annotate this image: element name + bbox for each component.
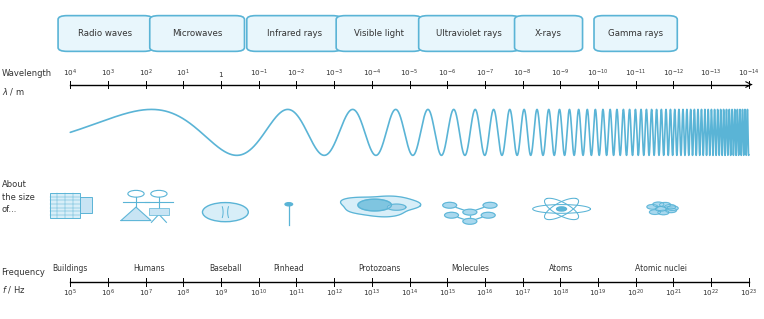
Circle shape	[659, 203, 671, 207]
FancyBboxPatch shape	[336, 16, 422, 51]
Text: $10^{-11}$: $10^{-11}$	[625, 68, 646, 79]
Circle shape	[665, 208, 676, 213]
Text: $10^{14}$: $10^{14}$	[401, 288, 418, 299]
Text: $10^{17}$: $10^{17}$	[514, 288, 531, 299]
FancyBboxPatch shape	[419, 16, 520, 51]
Polygon shape	[387, 204, 406, 210]
Text: $10^{22}$: $10^{22}$	[702, 288, 720, 299]
Text: $10^{-14}$: $10^{-14}$	[738, 68, 759, 79]
Polygon shape	[341, 196, 421, 217]
Text: $10^{23}$: $10^{23}$	[740, 288, 757, 299]
Text: Molecules: Molecules	[451, 264, 489, 273]
Text: Gamma rays: Gamma rays	[608, 29, 663, 38]
FancyBboxPatch shape	[594, 16, 677, 51]
FancyBboxPatch shape	[150, 16, 244, 51]
Text: $10^{16}$: $10^{16}$	[476, 288, 494, 299]
Circle shape	[285, 203, 293, 206]
Text: $10^7$: $10^7$	[138, 288, 153, 299]
Text: $10^{-9}$: $10^{-9}$	[551, 68, 569, 79]
Text: Wavelength: Wavelength	[2, 69, 52, 78]
Text: $10^{18}$: $10^{18}$	[552, 288, 569, 299]
Text: $10^{10}$: $10^{10}$	[250, 288, 267, 299]
FancyBboxPatch shape	[73, 197, 92, 213]
Circle shape	[658, 210, 669, 215]
Text: $10^{-8}$: $10^{-8}$	[513, 68, 532, 79]
Text: $10^{15}$: $10^{15}$	[439, 288, 456, 299]
Circle shape	[445, 212, 458, 218]
Text: $10^9$: $10^9$	[214, 288, 228, 299]
Text: About
the size
of...: About the size of...	[2, 180, 34, 214]
Text: Baseball: Baseball	[209, 264, 241, 273]
Polygon shape	[121, 207, 151, 220]
Circle shape	[202, 203, 248, 222]
Text: $10^3$: $10^3$	[101, 68, 115, 79]
Text: Ultraviolet rays: Ultraviolet rays	[436, 29, 502, 38]
Text: Pinhead: Pinhead	[274, 264, 304, 273]
FancyBboxPatch shape	[247, 16, 342, 51]
Text: $10^2$: $10^2$	[139, 68, 153, 79]
Text: Protozoans: Protozoans	[358, 264, 401, 273]
Text: Buildings: Buildings	[53, 264, 88, 273]
Circle shape	[442, 202, 457, 208]
Polygon shape	[358, 199, 391, 211]
Text: $10^6$: $10^6$	[101, 288, 115, 299]
Text: $10^{11}$: $10^{11}$	[288, 288, 305, 299]
FancyBboxPatch shape	[58, 16, 153, 51]
Text: Atomic nuclei: Atomic nuclei	[635, 264, 687, 273]
Text: $10^{-2}$: $10^{-2}$	[287, 68, 306, 79]
Text: $10^{-5}$: $10^{-5}$	[400, 68, 419, 79]
Text: $10^{-12}$: $10^{-12}$	[662, 68, 684, 79]
Text: $10^{-7}$: $10^{-7}$	[476, 68, 494, 79]
Text: $10^{-4}$: $10^{-4}$	[363, 68, 381, 79]
Text: $10^{-6}$: $10^{-6}$	[438, 68, 456, 79]
Text: $\lambda$ / m: $\lambda$ / m	[2, 86, 24, 97]
Text: $1$: $1$	[218, 70, 224, 79]
Circle shape	[463, 209, 477, 215]
Text: $10^5$: $10^5$	[63, 288, 77, 299]
Circle shape	[652, 202, 664, 207]
Circle shape	[647, 204, 658, 209]
Circle shape	[481, 212, 495, 218]
Circle shape	[483, 202, 497, 208]
Text: $10^{21}$: $10^{21}$	[665, 288, 682, 299]
Text: Radio waves: Radio waves	[79, 29, 132, 38]
Text: $10^1$: $10^1$	[176, 68, 190, 79]
Text: $10^{-13}$: $10^{-13}$	[701, 68, 722, 79]
Text: $10^{12}$: $10^{12}$	[325, 288, 343, 299]
Text: $f$ / Hz: $f$ / Hz	[2, 284, 25, 295]
Circle shape	[665, 204, 675, 209]
Circle shape	[656, 207, 666, 211]
Text: Visible light: Visible light	[354, 29, 404, 38]
Circle shape	[463, 219, 477, 224]
Circle shape	[649, 210, 661, 214]
FancyBboxPatch shape	[50, 193, 80, 219]
Text: $10^{13}$: $10^{13}$	[363, 288, 380, 299]
Text: Frequency: Frequency	[2, 268, 45, 277]
Text: $10^{-10}$: $10^{-10}$	[587, 68, 609, 79]
Text: Microwaves: Microwaves	[172, 29, 222, 38]
Text: Infrared rays: Infrared rays	[267, 29, 322, 38]
Text: Humans: Humans	[133, 264, 165, 273]
Text: $10^{-3}$: $10^{-3}$	[325, 68, 343, 79]
Text: $10^4$: $10^4$	[63, 68, 77, 79]
FancyBboxPatch shape	[515, 16, 582, 51]
FancyBboxPatch shape	[149, 209, 169, 215]
Text: $10^{19}$: $10^{19}$	[589, 288, 607, 299]
Text: $10^{-1}$: $10^{-1}$	[250, 68, 268, 79]
Circle shape	[667, 206, 678, 211]
Text: $10^{20}$: $10^{20}$	[627, 288, 644, 299]
Text: Atoms: Atoms	[549, 264, 574, 273]
Text: X-rays: X-rays	[535, 29, 562, 38]
Text: $10^8$: $10^8$	[176, 288, 190, 299]
Circle shape	[557, 207, 566, 211]
